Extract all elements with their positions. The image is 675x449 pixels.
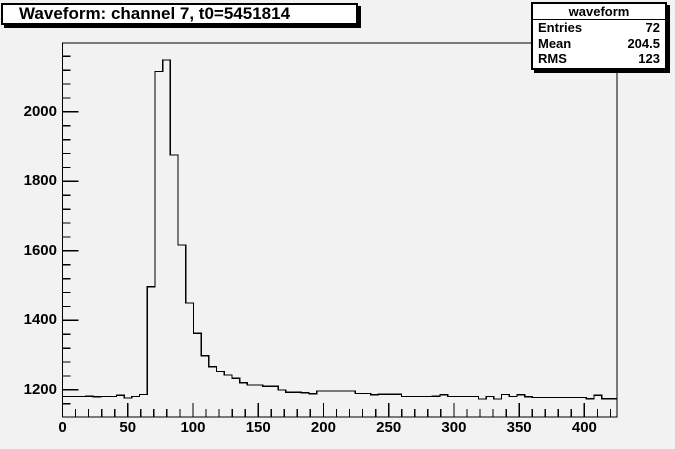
y-tick-label: 1800 (23, 172, 57, 190)
stats-value: 123 (638, 51, 660, 67)
x-tick-label: 300 (441, 419, 467, 436)
axis-ticks (61, 55, 612, 417)
y-tick-label: 1400 (23, 311, 57, 329)
stats-row-mean: Mean 204.5 (533, 36, 665, 52)
x-tick-label: 200 (310, 419, 336, 436)
y-tick-label: 1200 (23, 380, 57, 398)
y-tick-label: 2000 (23, 102, 57, 120)
x-tick-label: 0 (58, 419, 67, 436)
x-tick-label: 150 (245, 419, 271, 436)
stats-label: Mean (538, 35, 572, 51)
stats-label: Entries (538, 20, 583, 35)
stats-header: waveform (533, 4, 665, 20)
stats-row-rms: RMS 123 (533, 51, 665, 67)
y-tick-label: 1600 (23, 241, 57, 259)
plot-title: Waveform: channel 7, t0=5451814 (19, 4, 291, 23)
x-tick-label: 400 (571, 419, 597, 436)
stats-row-entries: Entries 72 (533, 20, 665, 36)
x-tick-label: 250 (376, 419, 402, 436)
x-tick-label: 100 (180, 419, 206, 436)
stats-box: waveform Entries 72 Mean 204.5 RMS 123 (531, 2, 667, 70)
waveform-line (62, 59, 617, 400)
stats-label: RMS (538, 51, 567, 67)
stats-value: 204.5 (627, 35, 660, 51)
x-tick-label: 50 (119, 419, 137, 436)
title-box: Waveform: channel 7, t0=5451814 (1, 3, 358, 25)
plot-frame (61, 42, 618, 418)
x-tick-label: 350 (506, 419, 532, 436)
stats-value: 72 (645, 20, 660, 35)
frame-border (61, 42, 618, 418)
